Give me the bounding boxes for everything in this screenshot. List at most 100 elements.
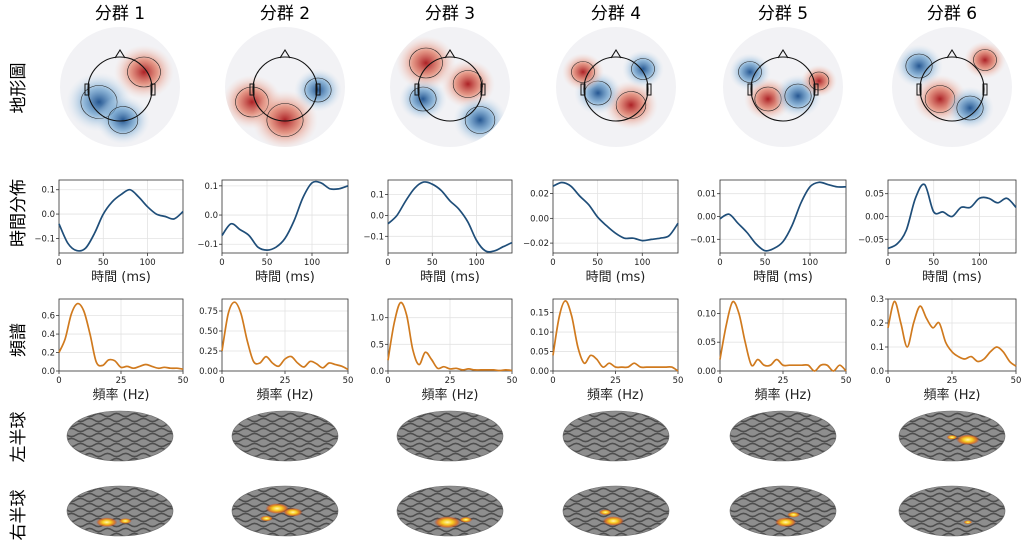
time-xtick-label: 100 bbox=[139, 258, 155, 268]
spectrum-ytick-label: 0.05 bbox=[697, 338, 716, 348]
right-ear bbox=[813, 83, 819, 96]
time-ytick-label: 0.00 bbox=[865, 213, 884, 223]
brain-sulcus bbox=[67, 512, 173, 518]
spectrum-series-line bbox=[719, 300, 847, 372]
time-xtick-label: 50 bbox=[427, 258, 438, 268]
brain-sulcus bbox=[730, 507, 836, 513]
time-ytick-label: 0.1 bbox=[204, 182, 218, 192]
time-panel: 0 50 100 −0.01 0.00 0.01 時間 (ms) bbox=[690, 179, 847, 285]
head-outline bbox=[750, 56, 816, 122]
brain-sulcus bbox=[730, 422, 836, 428]
time-frame bbox=[387, 179, 513, 254]
brain-sulcus bbox=[232, 442, 338, 448]
brain-sulcus bbox=[397, 437, 503, 443]
brain-sulcus bbox=[730, 437, 836, 443]
topomap-positive-region bbox=[252, 90, 318, 147]
left-hemisphere-surface bbox=[729, 410, 837, 462]
spectrum-frame bbox=[387, 298, 513, 372]
time-panel: 0 50 100 −0.1 0.0 0.1 時間 (ms) bbox=[34, 179, 184, 285]
spectrum-series-line bbox=[387, 301, 513, 372]
time-xlabel: 時間 (ms) bbox=[586, 270, 646, 285]
brain-sulcus bbox=[232, 502, 338, 508]
brain-sulcus bbox=[563, 507, 669, 513]
time-xlabel: 時間 (ms) bbox=[420, 270, 480, 285]
spectrum-ytick-label: 0.10 bbox=[530, 328, 549, 338]
time-series-line bbox=[552, 181, 679, 242]
brain-sulcus bbox=[563, 442, 669, 448]
row-label-left-hemi: 左半球 bbox=[9, 412, 29, 463]
time-xtick-label: 50 bbox=[592, 258, 603, 268]
spectrum-xtick-label: 50 bbox=[343, 376, 354, 386]
topomap-negative-region bbox=[453, 95, 507, 145]
spectrum-xlabel: 頻率 (Hz) bbox=[93, 387, 150, 403]
right-ear bbox=[646, 83, 652, 96]
spectrum-panel: 0 25 50 0.00 0.25 0.50 0.75 頻率 (Hz) bbox=[199, 298, 354, 403]
spectrum-xtick-label: 25 bbox=[116, 376, 127, 386]
brain-sulcus bbox=[899, 507, 1005, 513]
time-xtick-label: 50 bbox=[262, 258, 273, 268]
spectrum-ytick-label: 0.25 bbox=[199, 347, 218, 357]
brain-sulcus bbox=[232, 432, 338, 438]
row-label-spectrum: 頻譜 bbox=[9, 323, 29, 357]
activation-region bbox=[283, 507, 303, 517]
time-ytick-label: −0.1 bbox=[34, 234, 55, 244]
spectrum-frame bbox=[719, 298, 847, 372]
left-ear bbox=[916, 83, 922, 96]
spectrum-xtick-label: 25 bbox=[778, 376, 789, 386]
time-xtick-label: 0 bbox=[56, 258, 61, 268]
topomap-contour bbox=[631, 58, 655, 80]
brain-surface bbox=[563, 411, 669, 461]
brain-outline bbox=[66, 410, 174, 462]
time-xtick-label: 100 bbox=[304, 258, 320, 268]
topomap bbox=[556, 27, 676, 147]
topomap-negative-region bbox=[946, 86, 994, 130]
brain-sulcus bbox=[563, 492, 669, 498]
brain-sulcus bbox=[397, 422, 503, 428]
spectrum-ytick-label: 0.2 bbox=[41, 349, 55, 359]
spectrum-xtick-label: 50 bbox=[673, 376, 684, 386]
right-hemisphere-surface bbox=[729, 485, 837, 537]
time-panel: 0 50 100 −0.05 0.00 0.05 時間 (ms) bbox=[858, 179, 1017, 285]
time-ytick-label: 0.0 bbox=[204, 211, 218, 221]
time-frame bbox=[887, 179, 1017, 254]
brain-sulcus bbox=[563, 427, 669, 433]
spectrum-panel: 0 25 50 0.00 0.05 0.10 頻率 (Hz) bbox=[697, 298, 851, 403]
spectrum-xlabel: 頻率 (Hz) bbox=[257, 387, 314, 403]
time-xtick-label: 50 bbox=[760, 258, 771, 268]
brain-sulcus bbox=[899, 517, 1005, 523]
topomap-contour bbox=[266, 103, 304, 137]
brain-surface bbox=[899, 486, 1005, 536]
brain-sulcus bbox=[730, 432, 836, 438]
left-hemisphere-surface bbox=[898, 410, 1006, 462]
brain-sulcus bbox=[899, 512, 1005, 518]
time-ytick-label: −0.1 bbox=[363, 232, 384, 242]
brain-outline bbox=[729, 410, 837, 462]
brain-sulcus bbox=[67, 422, 173, 428]
brain-sulcus bbox=[899, 442, 1005, 448]
spectrum-ytick-label: 0.05 bbox=[530, 348, 549, 358]
spectrum-xtick-label: 25 bbox=[610, 376, 621, 386]
nose-marker bbox=[610, 48, 622, 59]
brain-sulcus bbox=[730, 497, 836, 503]
spectrum-ytick-label: 0.00 bbox=[530, 367, 549, 377]
activation-region bbox=[963, 520, 973, 525]
column-title: 分群 3 bbox=[425, 4, 475, 24]
brain-sulcus bbox=[563, 502, 669, 508]
time-panel: 0 50 100 −0.1 0.0 0.1 時間 (ms) bbox=[363, 179, 513, 285]
left-ear bbox=[249, 83, 255, 96]
spectrum-ytick-label: 0.6 bbox=[41, 312, 55, 322]
spectrum-xtick-label: 25 bbox=[280, 376, 291, 386]
column-titles: 分群 1 分群 2 分群 3 分群 4 分群 5 分群 6 bbox=[95, 4, 977, 24]
spectrum-xlabel: 頻率 (Hz) bbox=[924, 387, 981, 403]
time-series-line bbox=[719, 181, 847, 252]
topomap-contour bbox=[571, 61, 595, 83]
topomap-positive-region bbox=[801, 64, 837, 98]
nose-marker bbox=[946, 48, 958, 59]
topomap-contour bbox=[127, 56, 161, 88]
time-xlabel: 時間 (ms) bbox=[753, 270, 813, 285]
brain-sulcus bbox=[232, 437, 338, 443]
column-title: 分群 1 bbox=[95, 4, 145, 24]
spectrum-ytick-label: 0.00 bbox=[697, 367, 716, 377]
topomap-field bbox=[390, 27, 510, 147]
time-ytick-label: 0.1 bbox=[370, 191, 384, 201]
